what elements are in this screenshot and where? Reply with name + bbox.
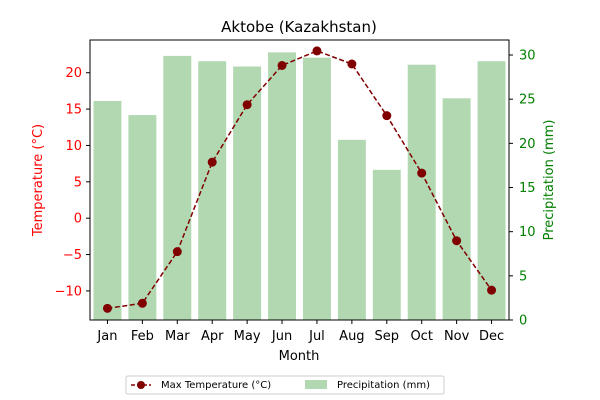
left-axis-label: Temperature (°C) — [31, 124, 46, 237]
left-tick-label-2: 0 — [74, 212, 82, 227]
legend-temp-label: Max Temperature (°C) — [161, 380, 271, 391]
x-tick-label-jul: Jul — [308, 329, 325, 344]
precip-bar-jan — [93, 100, 122, 320]
temp-point-sep — [382, 111, 392, 121]
temp-line-path — [107, 50, 493, 310]
temp-point-jun — [277, 60, 287, 70]
right-tick-label-4: 20 — [519, 137, 536, 152]
temp-point-nov — [452, 236, 462, 246]
temp-point-jul — [312, 46, 322, 56]
right-axis-label: Precipitation (mm) — [542, 120, 557, 241]
temp-point-feb — [137, 298, 147, 308]
left-tick-label-5: 15 — [65, 103, 82, 118]
right-tick-label-1: 5 — [519, 269, 527, 284]
precip-bar-jul — [302, 57, 331, 320]
right-tick-label-3: 15 — [519, 181, 536, 196]
precip-bar-mar — [163, 55, 192, 321]
temp-point-oct — [417, 168, 427, 178]
x-tick-label-jan: Jan — [96, 329, 117, 344]
left-y-axis: −10 −5 0 5 10 15 20 — [55, 66, 90, 299]
right-tick-label-5: 25 — [519, 93, 536, 108]
x-tick-label-sep: Sep — [375, 329, 400, 344]
precip-bar-jun — [268, 52, 297, 320]
legend: Max Temperature (°C) Precipitation (mm) — [125, 375, 445, 395]
temp-point-apr — [207, 157, 217, 167]
right-y-axis: 0 5 10 15 20 25 30 — [509, 49, 536, 329]
legend-precip-label: Precipitation (mm) — [337, 380, 430, 391]
left-tick-label-4: 10 — [65, 139, 82, 154]
x-tick-label-may: May — [234, 329, 261, 344]
precip-bar-sep — [372, 169, 401, 320]
precip-bar-feb — [128, 115, 157, 321]
left-tick-label-3: 5 — [74, 175, 82, 190]
x-tick-label-nov: Nov — [444, 329, 470, 344]
x-axis: Jan Feb Mar Apr May Jun Jul Aug Sep Oct Nov Dec — [96, 320, 504, 344]
precip-bar-apr — [198, 61, 227, 321]
left-tick-label-6: 20 — [65, 66, 82, 81]
x-tick-label-apr: Apr — [201, 329, 224, 344]
temp-point-may — [242, 100, 252, 110]
legend-precip-swatch — [305, 380, 327, 389]
legend-frame — [125, 375, 445, 395]
temp-point-mar — [172, 247, 182, 257]
x-tick-label-aug: Aug — [339, 329, 364, 344]
right-tick-label-0: 0 — [519, 314, 527, 329]
left-tick-label-1: −5 — [63, 248, 82, 263]
temp-point-aug — [347, 59, 357, 69]
chart-title: Aktobe (Kazakhstan) — [221, 18, 377, 36]
left-tick-label-0: −10 — [55, 284, 82, 299]
precipitation-bars — [93, 52, 506, 321]
x-axis-label: Month — [279, 349, 320, 364]
precip-bar-aug — [337, 139, 366, 320]
right-tick-label-2: 10 — [519, 225, 536, 240]
x-tick-label-jun: Jun — [271, 329, 292, 344]
legend-temp-swatch-marker — [137, 381, 145, 389]
x-tick-label-dec: Dec — [479, 329, 504, 344]
temperature-line — [102, 46, 497, 313]
temp-point-jan — [102, 303, 112, 313]
precip-bar-nov — [442, 98, 471, 320]
precip-bar-oct — [407, 64, 436, 320]
plot-frame — [89, 39, 510, 321]
x-tick-label-mar: Mar — [165, 329, 190, 344]
x-tick-label-oct: Oct — [410, 329, 432, 344]
precip-bar-dec — [477, 61, 506, 321]
x-tick-label-feb: Feb — [131, 329, 154, 344]
right-tick-label-6: 30 — [519, 49, 536, 64]
temp-point-dec — [487, 285, 497, 295]
